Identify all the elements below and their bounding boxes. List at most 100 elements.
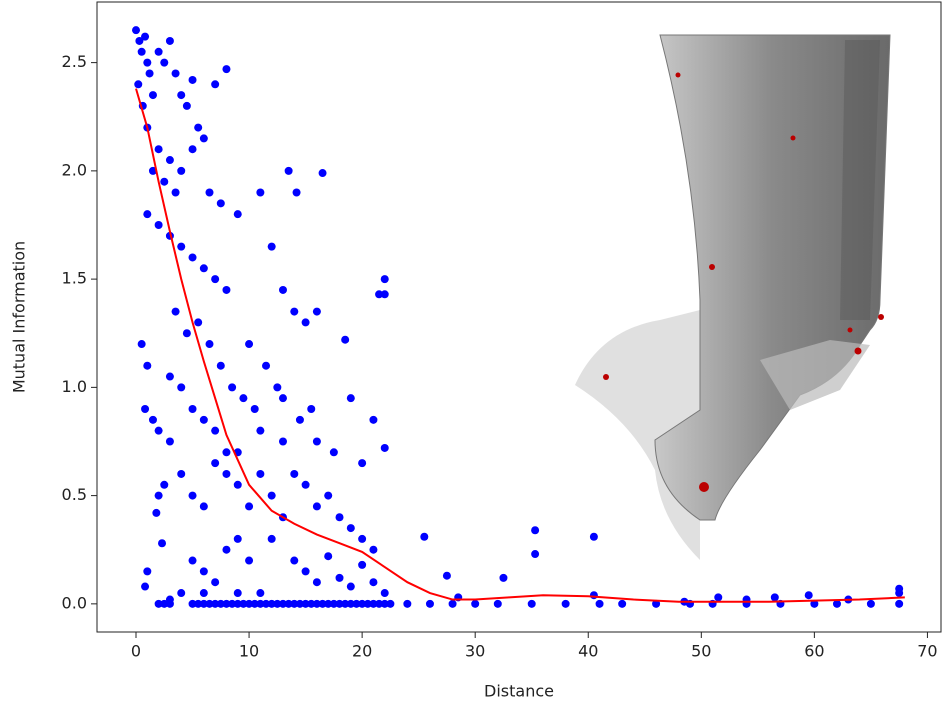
scatter-point: [182, 101, 191, 110]
scatter-point: [866, 599, 875, 608]
scatter-point: [335, 513, 344, 522]
scatter-point: [295, 599, 304, 608]
scatter-point: [165, 595, 174, 604]
scatter-point: [527, 599, 536, 608]
scatter-point: [256, 589, 265, 598]
scatter-point: [143, 210, 152, 219]
scatter-point: [135, 36, 144, 45]
scatter-point: [211, 275, 220, 284]
scatter-point: [199, 599, 208, 608]
scatter-point: [239, 394, 248, 403]
scatter-point: [425, 599, 434, 608]
scatter-point: [245, 340, 254, 349]
scatter-point: [228, 383, 237, 392]
scatter-point: [358, 599, 367, 608]
scatter-point: [160, 599, 169, 608]
scatter-point: [233, 534, 242, 543]
scatter-point: [233, 589, 242, 598]
scatter-point: [256, 188, 265, 197]
scatter-point: [301, 318, 310, 327]
scatter-point: [211, 426, 220, 435]
scatter-point: [267, 491, 276, 500]
scatter-point: [442, 571, 451, 580]
scatter-point: [222, 599, 231, 608]
scatter-point: [154, 491, 163, 500]
scatter-point: [290, 307, 299, 316]
scatter-point: [346, 524, 355, 533]
scatter-point: [143, 58, 152, 67]
x-tick-label: 0: [131, 642, 141, 661]
scatter-point: [154, 599, 163, 608]
scatter-point: [143, 361, 152, 370]
scatter-point: [222, 65, 231, 74]
scatter-point: [141, 32, 150, 41]
scatter-point: [205, 599, 214, 608]
scatter-point: [137, 340, 146, 349]
x-tick-label: 50: [691, 642, 711, 661]
scatter-point: [256, 599, 265, 608]
y-tick-label: 0.5: [62, 485, 87, 504]
scatter-point: [284, 166, 293, 175]
trend-line: [135, 88, 905, 603]
scatter-point: [199, 589, 208, 598]
scatter-point: [194, 599, 203, 608]
scatter-point: [267, 599, 276, 608]
scatter-point: [222, 545, 231, 554]
scatter-point: [177, 242, 186, 251]
scatter-point: [312, 578, 321, 587]
scatter-point: [211, 578, 220, 587]
scatter-point: [188, 556, 197, 565]
scatter-point: [278, 599, 287, 608]
scatter-point: [589, 532, 598, 541]
scatter-point: [250, 599, 259, 608]
scatter-point: [278, 437, 287, 446]
scatter-point: [137, 47, 146, 56]
x-axis-label: Distance: [484, 682, 554, 701]
scatter-point: [199, 567, 208, 576]
scatter-point: [324, 491, 333, 500]
scatter-point: [222, 285, 231, 294]
scatter-point: [290, 469, 299, 478]
y-tick-label: 0.0: [62, 593, 87, 612]
scatter-point: [152, 508, 161, 517]
scatter-point: [245, 599, 254, 608]
y-tick-label: 2.5: [62, 52, 87, 71]
scatter-point: [380, 589, 389, 598]
scatter-point: [369, 545, 378, 554]
scatter-point: [188, 75, 197, 84]
scatter-point: [267, 242, 276, 251]
scatter-point: [188, 491, 197, 500]
scatter-point: [194, 123, 203, 132]
x-tick-label: 30: [465, 642, 485, 661]
scatter-point: [324, 599, 333, 608]
scatter-point: [233, 599, 242, 608]
scatter-point: [222, 448, 231, 457]
scatter-point: [165, 372, 174, 381]
scatter-point: [301, 480, 310, 489]
scatter-point: [324, 552, 333, 561]
scatter-point: [318, 169, 327, 178]
scatter-point: [295, 415, 304, 424]
scatter-point: [262, 599, 271, 608]
scatter-point: [832, 599, 841, 608]
scatter-point: [804, 591, 813, 600]
y-tick-label: 2.0: [62, 160, 87, 179]
scatter-point: [375, 599, 384, 608]
scatter-point: [380, 290, 389, 299]
scatter-point: [262, 361, 271, 370]
scatter-point: [228, 599, 237, 608]
scatter-point: [618, 599, 627, 608]
scatter-point: [165, 156, 174, 165]
scatter-point: [233, 480, 242, 489]
scatter-point: [307, 599, 316, 608]
scatter-point: [160, 58, 169, 67]
scatter-point: [267, 534, 276, 543]
scatter-point: [141, 405, 150, 414]
scatter-point: [222, 469, 231, 478]
scatter-point: [595, 599, 604, 608]
scatter-point: [250, 405, 259, 414]
scatter-point: [216, 361, 225, 370]
scatter-point: [158, 539, 167, 548]
scatter-point: [714, 593, 723, 602]
